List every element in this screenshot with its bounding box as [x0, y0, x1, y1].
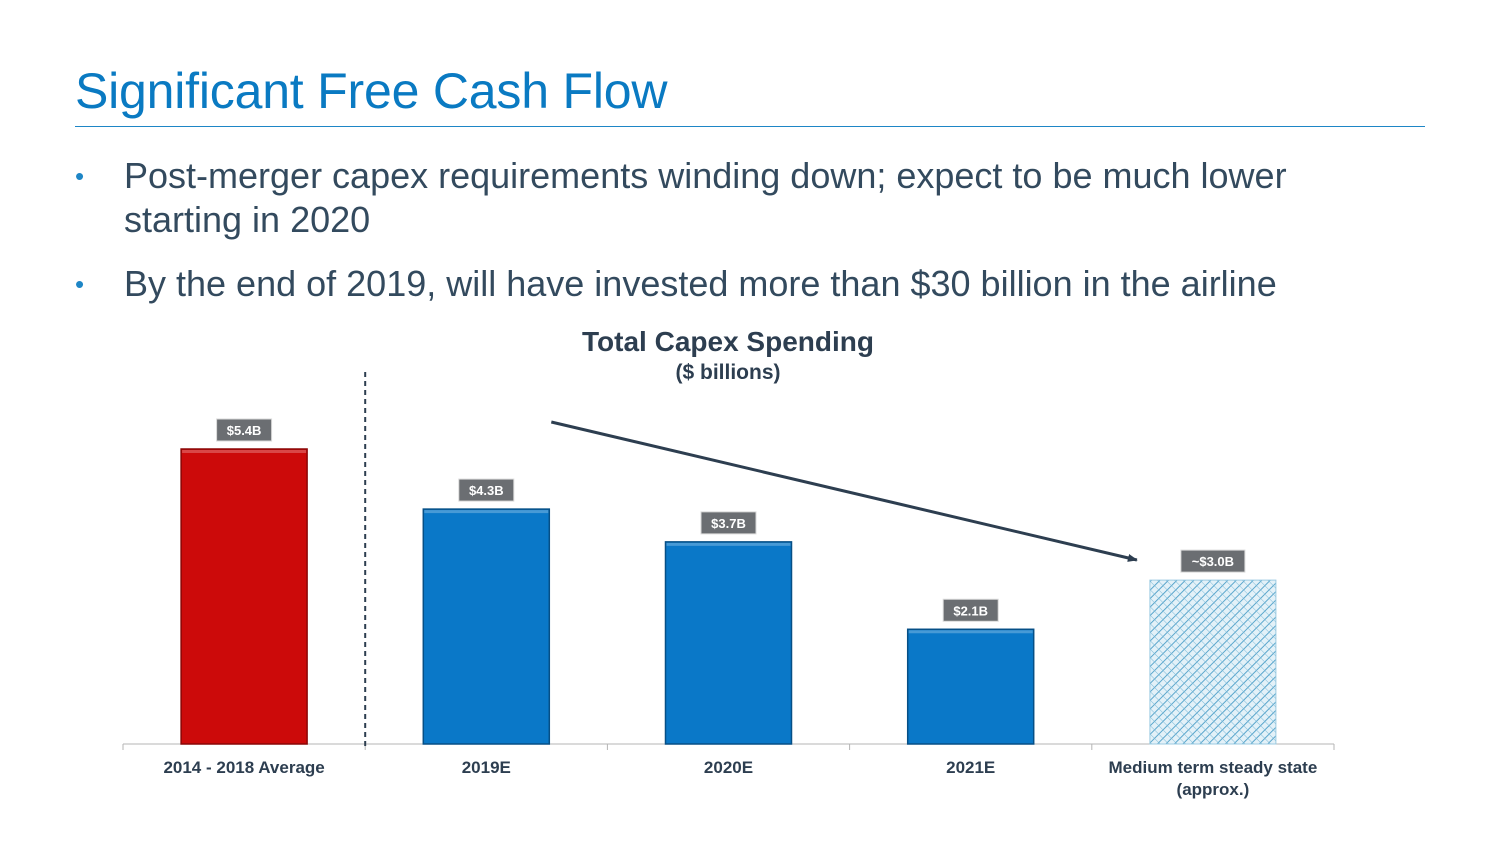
x-tick-label: Medium term steady state [1109, 758, 1318, 777]
data-label: $3.7B [711, 516, 746, 531]
bar-highlight [182, 450, 307, 453]
bar-0 [180, 448, 308, 745]
bullet-list: • Post-merger capex requirements winding… [75, 154, 1405, 306]
bullet-text: Post-merger capex requirements winding d… [124, 155, 1287, 240]
bar-hatch-overlay [1149, 580, 1276, 744]
x-tick-label: 2020E [704, 758, 753, 777]
data-label-box [1180, 549, 1246, 573]
bullet-item: • Post-merger capex requirements winding… [75, 154, 1405, 242]
data-label: $5.4B [227, 423, 262, 438]
bar-1 [422, 508, 551, 745]
data-label: $4.3B [469, 483, 504, 498]
chart-title: Total Capex Spending [582, 326, 874, 357]
data-label-box [942, 598, 999, 622]
data-label: $2.1B [953, 603, 988, 618]
data-label-box [700, 511, 757, 535]
title-divider [75, 126, 1425, 127]
chart-subtitle: ($ billions) [675, 361, 781, 384]
bullet-dot-icon: • [75, 161, 85, 191]
x-tick-label: 2021E [946, 758, 995, 777]
data-label-box [216, 418, 273, 442]
bullet-item: • By the end of 2019, will have invested… [75, 262, 1405, 306]
data-label: ~$3.0B [1192, 554, 1234, 569]
bar-highlight [666, 542, 791, 546]
x-tick-label: 2014 - 2018 Average [163, 758, 324, 777]
bar-3 [906, 628, 1035, 745]
data-label-box [458, 478, 515, 502]
bullet-text: By the end of 2019, will have invested m… [124, 263, 1277, 304]
bullet-dot-icon: • [75, 269, 85, 299]
x-tick-label: (approx.) [1177, 780, 1250, 799]
bar-2 [664, 541, 793, 745]
trend-arrow [550, 420, 1138, 562]
bar-highlight [908, 630, 1033, 634]
slide-title: Significant Free Cash Flow [75, 63, 668, 119]
x-tick-label: 2019E [462, 758, 511, 777]
bar-highlight [424, 510, 549, 514]
